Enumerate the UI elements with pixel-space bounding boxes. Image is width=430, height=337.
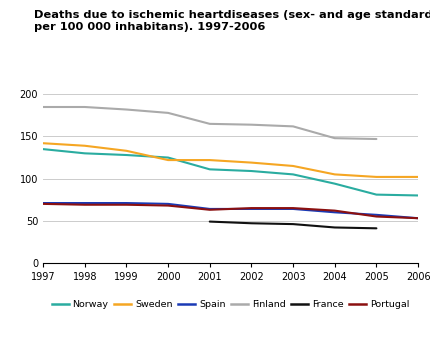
France [373,226,378,231]
Line: Norway: Norway [43,149,417,195]
Spain [207,207,212,211]
Sweden [415,175,420,179]
Portugal [415,216,420,220]
Norway [415,193,420,197]
Portugal [165,204,170,208]
Spain [373,213,378,217]
Spain [415,216,420,220]
Sweden [40,141,46,145]
Sweden [82,144,87,148]
Norway [165,156,170,160]
Line: Sweden: Sweden [43,143,417,177]
Sweden [290,164,295,168]
Norway [40,147,46,151]
Line: Finland: Finland [43,107,375,139]
Norway [248,169,253,173]
France [207,220,212,224]
Portugal [123,203,129,207]
Spain [332,210,337,214]
Sweden [123,149,129,153]
Text: Deaths due to ischemic heartdiseases (sex- and age standardized
per 100 000 inha: Deaths due to ischemic heartdiseases (se… [34,10,430,32]
Norway [332,182,337,186]
Line: Spain: Spain [43,203,417,218]
Portugal [248,206,253,210]
Legend: Norway, Sweden, Spain, Finland, France, Portugal: Norway, Sweden, Spain, Finland, France, … [48,296,412,313]
Norway [290,173,295,177]
Finland [248,123,253,127]
Spain [290,207,295,211]
Spain [40,201,46,205]
France [248,221,253,225]
Sweden [248,161,253,165]
Portugal [332,209,337,213]
Finland [332,136,337,140]
Sweden [207,158,212,162]
Finland [165,111,170,115]
Portugal [207,208,212,212]
France [332,225,337,229]
Finland [40,105,46,109]
Finland [123,108,129,112]
Norway [207,167,212,172]
Portugal [40,202,46,206]
Sweden [332,173,337,177]
Portugal [82,203,87,207]
Portugal [373,215,378,219]
Sweden [165,158,170,162]
Spain [123,201,129,205]
France [290,222,295,226]
Finland [207,122,212,126]
Spain [248,207,253,211]
Norway [373,193,378,197]
Spain [165,202,170,206]
Line: Portugal: Portugal [43,204,417,218]
Finland [373,137,378,141]
Portugal [290,206,295,210]
Finland [82,105,87,109]
Norway [82,151,87,155]
Norway [123,153,129,157]
Spain [82,201,87,205]
Sweden [373,175,378,179]
Finland [290,124,295,128]
Line: France: France [209,222,375,228]
